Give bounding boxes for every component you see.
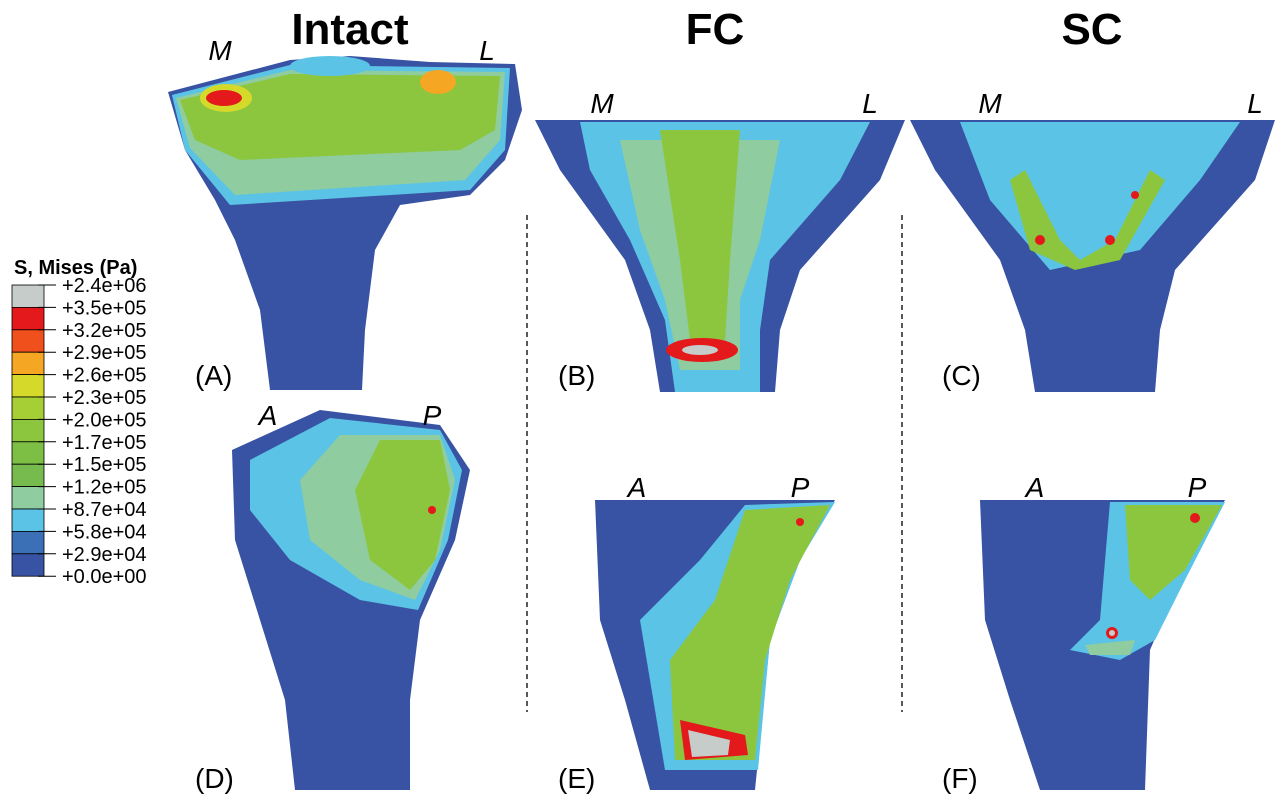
legend-swatch (12, 531, 44, 553)
orientation-label: P (791, 472, 810, 503)
orientation-label: P (423, 400, 442, 431)
legend-label: +2.3e+05 (62, 387, 147, 409)
legend-label: +2.6e+05 (62, 365, 147, 387)
panel-f-shape (980, 500, 1225, 790)
orientation-label: L (1247, 88, 1263, 119)
legend-label: +1.5e+05 (62, 454, 147, 476)
legend-swatch (12, 554, 44, 576)
orientation-label: L (862, 88, 878, 119)
panel-label: (B) (558, 360, 595, 391)
column-title: SC (1061, 5, 1122, 54)
legend-swatch (12, 397, 44, 419)
orientation-label: M (978, 88, 1002, 119)
legend-label: +1.2e+05 (62, 477, 147, 499)
orientation-label: M (590, 88, 614, 119)
legend: +2.4e+06+3.5e+05+3.2e+05+2.9e+05+2.6e+05… (12, 275, 147, 588)
legend-label: +3.2e+05 (62, 320, 147, 342)
legend-label: +2.4e+06 (62, 275, 147, 297)
panel-label: (D) (195, 763, 234, 794)
panel-b-shape (535, 120, 905, 392)
legend-label: +2.9e+05 (62, 342, 147, 364)
panel-label: (F) (942, 763, 978, 794)
legend-label: +5.8e+04 (62, 521, 147, 543)
column-title: Intact (291, 5, 409, 54)
legend-swatch (12, 487, 44, 509)
panel-a-shape (168, 56, 522, 390)
legend-swatch (12, 285, 44, 307)
legend-label: +3.5e+05 (62, 297, 147, 319)
figure: Intact FC SC S, Mises (Pa) +2.4e+06+3.5e… (0, 0, 1276, 798)
orientation-label: A (257, 400, 278, 431)
legend-swatch (12, 419, 44, 441)
legend-label: +2.0e+05 (62, 409, 147, 431)
legend-label: +0.0e+00 (62, 566, 147, 588)
legend-label: +1.7e+05 (62, 432, 147, 454)
legend-swatch (12, 509, 44, 531)
orientation-label: L (479, 35, 495, 66)
legend-label: +2.9e+04 (62, 544, 147, 566)
legend-swatch (12, 352, 44, 374)
legend-swatch (12, 442, 44, 464)
legend-swatch (12, 375, 44, 397)
legend-swatch (12, 307, 44, 329)
panel-label: (C) (942, 360, 981, 391)
legend-swatch (12, 330, 44, 352)
orientation-label: P (1188, 472, 1207, 503)
legend-swatch (12, 464, 44, 486)
panel-e-shape (595, 500, 835, 790)
panel-c-shape (910, 120, 1275, 392)
orientation-label: M (208, 35, 232, 66)
orientation-label: A (626, 472, 647, 503)
legend-label: +8.7e+04 (62, 499, 147, 521)
orientation-label: A (1024, 472, 1045, 503)
panel-d-shape (232, 410, 470, 790)
panel-label: (E) (558, 763, 595, 794)
column-title: FC (686, 5, 745, 54)
panel-label: (A) (195, 360, 232, 391)
